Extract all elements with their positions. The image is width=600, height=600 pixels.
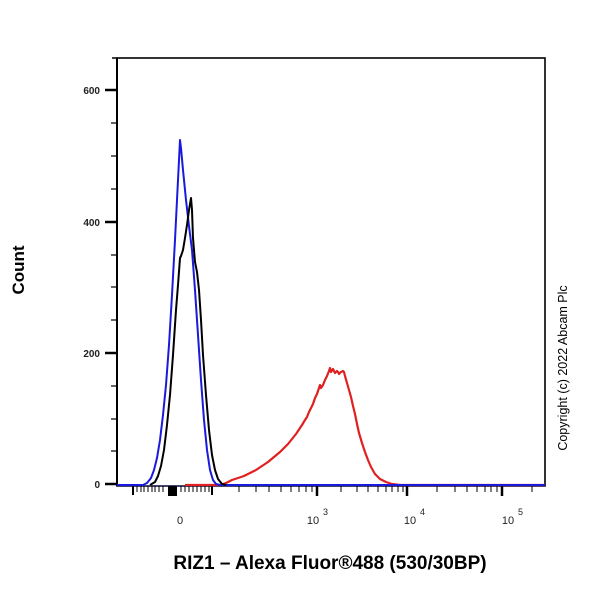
y-axis-ticks xyxy=(105,88,117,486)
svg-text:5: 5 xyxy=(518,507,523,517)
svg-text:4: 4 xyxy=(420,507,425,517)
x-axis-label: RIZ1 – Alexa Fluor®488 (530/30BP) xyxy=(173,553,487,574)
x-tick-1e3: 10 3 xyxy=(307,507,328,527)
series-red-riz1 xyxy=(185,366,545,487)
y-tick-200: 200 xyxy=(83,349,100,360)
copyright-notice: Copyright (c) 2022 Abcam Plc xyxy=(551,240,575,495)
svg-text:10: 10 xyxy=(404,515,416,527)
y-tick-0: 0 xyxy=(94,480,100,491)
svg-text:3: 3 xyxy=(323,507,328,517)
y-tick-600: 600 xyxy=(83,86,100,97)
copyright-text: Copyright (c) 2022 Abcam Plc xyxy=(556,284,570,451)
x-axis-ticks xyxy=(132,486,533,496)
y-tick-400: 400 xyxy=(83,218,100,229)
x-tick-0: 0 xyxy=(177,515,183,527)
y-axis-label: Count xyxy=(4,230,34,310)
series-blue-control xyxy=(117,139,545,486)
y-axis-label-text: Count xyxy=(9,245,28,295)
series-black-isotype xyxy=(149,197,227,486)
x-tick-1e4: 10 4 xyxy=(404,507,425,527)
y-axis-tick-labels: 0 200 400 600 xyxy=(83,86,100,491)
svg-text:10: 10 xyxy=(307,515,319,527)
svg-text:10: 10 xyxy=(502,515,514,527)
x-tick-1e5: 10 5 xyxy=(502,507,523,527)
plot-frame xyxy=(116,57,546,487)
x-axis-tick-labels: 0 10 3 10 4 10 5 xyxy=(177,507,523,527)
